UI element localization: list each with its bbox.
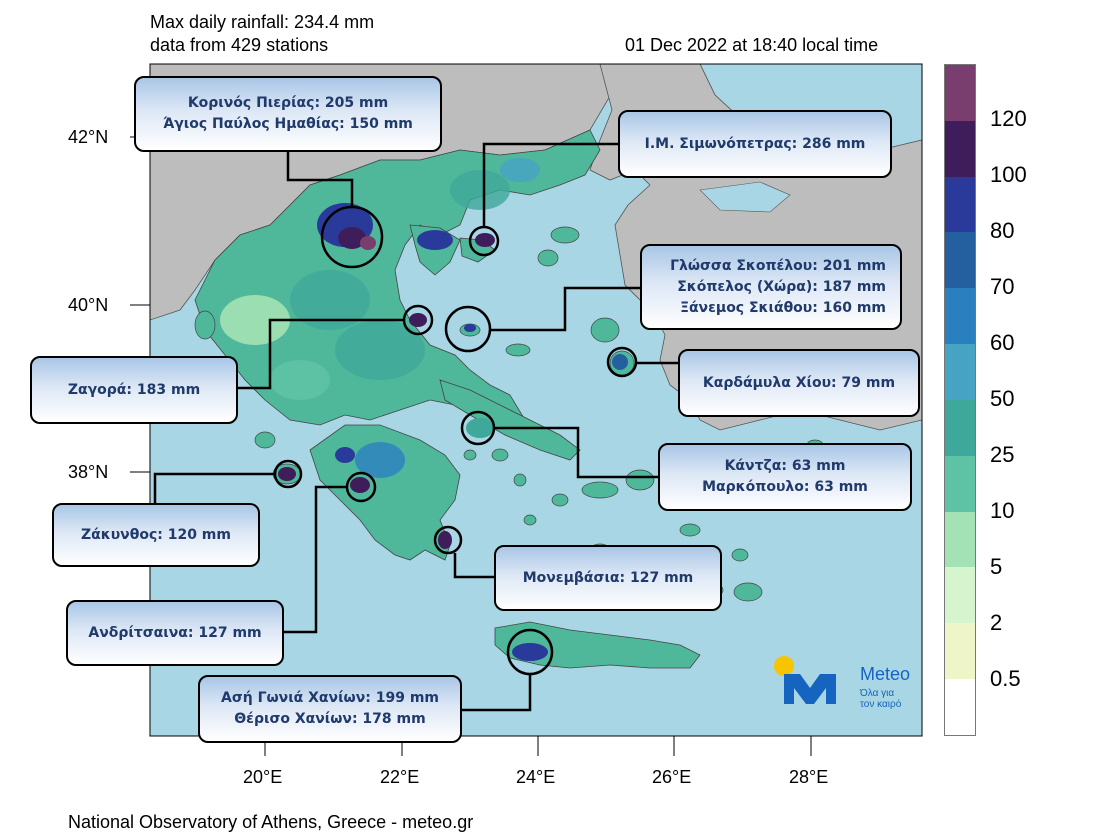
callout-line: Μονεμβάσια: 127 mm	[522, 569, 694, 586]
highlight-circles	[273, 205, 638, 676]
datetime-text: 01 Dec 2022 at 18:40 local time	[625, 35, 879, 55]
meteo-logo-tagline: Όλα για	[860, 688, 895, 699]
color-legend	[944, 64, 976, 736]
lon-tick-label: 26°E	[652, 767, 692, 787]
rainfall-patches	[220, 158, 628, 661]
callout-line: Μαρκόπουλο: 63 mm	[702, 479, 868, 495]
callout-line: Ανδρίτσαινα: 127 mm	[88, 624, 262, 641]
callout-line: Καρδάμυλα Χίου: 79 mm	[702, 374, 896, 391]
legend-color-cell	[945, 344, 975, 400]
legend-label: 5	[990, 554, 1003, 579]
callout-andritsaina: Ανδρίτσαινα: 127 mm	[66, 600, 284, 666]
crete	[494, 621, 701, 669]
lon-tick-label: 22°E	[380, 767, 420, 787]
legend-label: 25	[990, 442, 1015, 467]
callout-kantza: Κάντζα: 63 mm Μαρκόπουλο: 63 mm	[658, 443, 912, 511]
meteo-logo-name: Meteo	[860, 664, 911, 684]
callout-line: Ι.Μ. Σιμωνόπετρας: 286 mm	[644, 135, 866, 152]
callout-line: Ζαγορά: 183 mm	[67, 381, 201, 398]
legend-label: 50	[990, 386, 1015, 411]
greece-mainland	[194, 129, 601, 426]
meteo-logo: Meteo Όλα για τον καιρό	[770, 654, 920, 714]
callout-monemvasia: Μονεμβάσια: 127 mm	[494, 545, 722, 611]
legend-color-cell	[945, 65, 975, 121]
callout-line: Άγιος Παύλος Ημαθίας: 150 mm	[163, 116, 413, 132]
legend-label: 2	[990, 610, 1003, 635]
legend-color-cell	[945, 455, 975, 512]
meteo-logo-icon	[774, 656, 836, 704]
legend-color-cell	[945, 679, 975, 735]
meteo-logo-tagline: τον καιρό	[860, 699, 902, 710]
legend-color-cell	[945, 511, 975, 568]
stations-count-text: data from 429 stations	[150, 35, 329, 55]
max-rainfall-text: Max daily rainfall: 234.4 mm	[150, 12, 375, 32]
callout-korinos: Κορινός Πιερίας: 205 mm Άγιος Παύλος Ημα…	[134, 76, 442, 152]
lat-tick-label: 40°N	[68, 295, 109, 315]
sea-of-marmara	[699, 181, 791, 213]
callout-skopelos: Γλώσσα Σκοπέλου: 201 mm Σκόπελος (Χώρα):…	[640, 244, 902, 330]
callout-line: Ζάκυνθος: 120 mm	[81, 526, 231, 543]
legend-label: 0.5	[990, 666, 1021, 691]
legend-color-cell	[945, 567, 975, 624]
callout-asi-gonia: Ασή Γωνιά Χανίων: 199 mm Θέρισο Χανίων: …	[198, 675, 462, 743]
leader-lines	[153, 142, 680, 712]
callout-line: Γλώσσα Σκοπέλου: 201 mm	[670, 257, 886, 274]
callout-zakynthos: Ζάκυνθος: 120 mm	[52, 503, 260, 567]
lon-tick-label: 28°E	[789, 767, 829, 787]
legend-label: 80	[990, 218, 1015, 243]
legend-color-cell	[945, 120, 975, 177]
legend-label: 100	[990, 162, 1027, 187]
legend-label: 120	[990, 106, 1027, 131]
callout-line: Ασή Γωνιά Χανίων: 199 mm	[220, 690, 439, 706]
legend-color-cell	[945, 232, 975, 289]
euboea	[439, 379, 581, 461]
callout-line: Ξάνεμος Σκιάθου: 160 mm	[680, 299, 886, 316]
legend-color-cell	[945, 176, 975, 233]
legend-label: 10	[990, 498, 1015, 523]
legend-label: 70	[990, 274, 1015, 299]
lat-tick-label: 42°N	[68, 127, 109, 147]
legend-label: 60	[990, 330, 1015, 355]
callout-kardamyla: Καρδάμυλα Χίου: 79 mm	[678, 349, 920, 417]
legend-color-cell	[945, 399, 975, 456]
callout-simonopetra: Ι.Μ. Σιμωνόπετρας: 286 mm	[618, 110, 892, 178]
callout-line: Κάντζα: 63 mm	[724, 458, 846, 474]
axis-ticks	[130, 136, 812, 756]
callout-zagora: Ζαγορά: 183 mm	[30, 356, 238, 424]
lon-tick-label: 24°E	[516, 767, 556, 787]
callout-line: Θέρισο Χανίων: 178 mm	[234, 711, 426, 727]
legend-color-cell	[945, 288, 975, 345]
footer-credit: National Observatory of Athens, Greece -…	[68, 812, 474, 832]
callout-line: Κορινός Πιερίας: 205 mm	[187, 95, 389, 111]
callout-line: Σκόπελος (Χώρα): 187 mm	[677, 278, 886, 295]
legend-color-cell	[945, 623, 975, 680]
lon-tick-label: 20°E	[243, 767, 283, 787]
lat-tick-label: 38°N	[68, 462, 109, 482]
